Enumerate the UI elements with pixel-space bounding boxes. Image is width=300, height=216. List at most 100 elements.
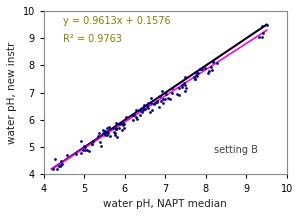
Point: [112, 133, 117, 137]
Point: [194, 74, 199, 78]
Point: [114, 127, 118, 130]
Text: y = 0.9613x + 0.1576: y = 0.9613x + 0.1576: [63, 16, 171, 26]
Point: [260, 31, 265, 35]
Point: [153, 101, 158, 104]
Point: [74, 152, 78, 156]
Point: [96, 131, 101, 135]
Point: [206, 71, 211, 75]
Point: [114, 127, 119, 130]
Point: [53, 157, 58, 161]
Point: [134, 108, 139, 111]
Point: [80, 148, 85, 152]
Point: [104, 130, 109, 133]
Point: [144, 103, 149, 106]
Point: [121, 122, 126, 125]
Point: [122, 122, 126, 126]
Point: [99, 144, 104, 148]
Point: [131, 118, 136, 122]
Point: [51, 168, 56, 171]
Point: [117, 122, 122, 125]
Point: [131, 114, 136, 117]
Point: [124, 116, 129, 119]
Point: [160, 97, 165, 101]
Point: [264, 23, 269, 27]
Point: [104, 133, 109, 136]
Point: [102, 130, 107, 133]
Point: [57, 164, 62, 167]
Text: setting B: setting B: [214, 145, 258, 155]
Point: [182, 82, 186, 85]
Point: [90, 139, 95, 143]
X-axis label: water pH, NAPT median: water pH, NAPT median: [103, 199, 227, 209]
Point: [116, 127, 121, 130]
Point: [146, 101, 150, 105]
Point: [79, 139, 84, 143]
Point: [120, 128, 124, 132]
Point: [145, 105, 150, 108]
Point: [82, 145, 87, 148]
Point: [130, 114, 135, 117]
Point: [157, 94, 162, 98]
Point: [95, 135, 100, 138]
Point: [198, 67, 203, 70]
Point: [196, 71, 200, 75]
Point: [103, 130, 108, 133]
Point: [211, 60, 216, 63]
Point: [140, 106, 145, 110]
Point: [84, 148, 89, 152]
Point: [120, 121, 125, 125]
Point: [177, 86, 182, 89]
Point: [101, 132, 106, 135]
Point: [79, 151, 84, 155]
Point: [113, 121, 118, 125]
Point: [60, 162, 64, 166]
Point: [203, 66, 208, 70]
Point: [169, 91, 174, 95]
Point: [117, 121, 122, 125]
Point: [257, 35, 262, 38]
Point: [209, 69, 214, 72]
Point: [198, 67, 203, 71]
Point: [183, 86, 188, 89]
Point: [55, 168, 59, 171]
Point: [120, 124, 125, 127]
Point: [211, 60, 216, 63]
Point: [147, 110, 152, 114]
Point: [160, 101, 165, 104]
Text: R² = 0.9763: R² = 0.9763: [63, 34, 122, 44]
Point: [139, 110, 144, 113]
Point: [111, 127, 116, 130]
Point: [83, 145, 88, 148]
Point: [156, 105, 161, 109]
Point: [193, 70, 198, 74]
Point: [164, 92, 168, 95]
Point: [150, 108, 155, 112]
Point: [103, 133, 108, 137]
Y-axis label: water pH, new instr: water pH, new instr: [7, 41, 17, 144]
Point: [259, 35, 264, 39]
Point: [206, 69, 211, 73]
Point: [260, 25, 264, 28]
Point: [138, 108, 142, 112]
Point: [154, 99, 159, 103]
Point: [165, 96, 170, 99]
Point: [104, 126, 109, 129]
Point: [112, 132, 117, 135]
Point: [154, 100, 159, 103]
Point: [112, 130, 116, 134]
Point: [191, 75, 196, 79]
Point: [145, 106, 150, 110]
Point: [193, 73, 198, 76]
Point: [179, 83, 184, 87]
Point: [200, 68, 204, 71]
Point: [58, 164, 63, 167]
Point: [106, 132, 111, 135]
Point: [115, 136, 120, 139]
Point: [149, 101, 154, 105]
Point: [182, 89, 187, 93]
Point: [159, 99, 164, 103]
Point: [87, 149, 92, 153]
Point: [135, 117, 140, 121]
Point: [100, 129, 105, 132]
Point: [163, 98, 168, 101]
